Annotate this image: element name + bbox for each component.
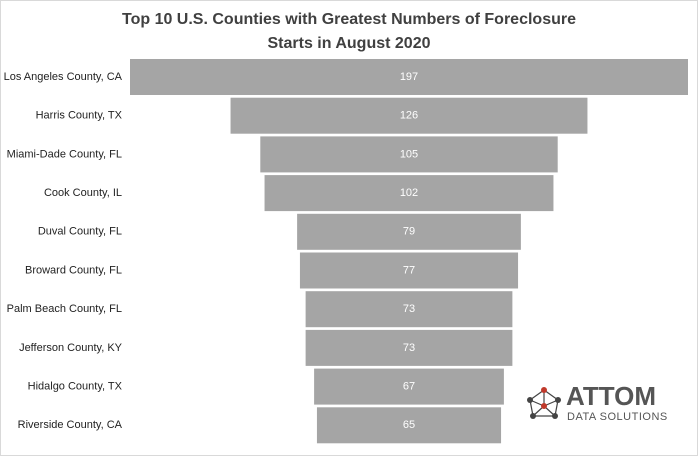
category-label: Jefferson County, KY [19,342,123,354]
bar [305,291,513,328]
category-label: Hidalgo County, TX [28,381,123,393]
value-label: 197 [400,71,418,83]
bar [264,175,554,212]
bar [230,97,588,134]
category-label: Duval County, FL [38,226,122,238]
bar [305,329,513,366]
category-label: Miami-Dade County, FL [7,148,122,160]
category-label: Cook County, IL [44,187,122,199]
logo-dot [555,397,561,403]
logo: ATTOM DATA SOLUTIONS [527,381,668,423]
logo-dot [552,413,558,419]
category-label: Broward County, FL [25,264,122,276]
category-label: Los Angeles County, CA [4,71,123,83]
logo-tagline: DATA SOLUTIONS [567,411,668,423]
chart-title: Top 10 U.S. Counties with Greatest Numbe… [122,11,576,28]
logo-name: ATTOM [566,381,656,411]
value-label: 73 [403,342,415,354]
bar [260,136,558,173]
value-label: 105 [400,148,418,160]
chart-title: Starts in August 2020 [267,35,430,52]
bar [316,407,502,444]
value-label: 126 [400,110,418,122]
logo-dot [541,387,547,393]
value-label: 77 [403,264,415,276]
logo-dot [527,397,533,403]
category-label: Palm Beach County, FL [7,303,122,315]
bar [314,368,504,405]
value-label: 67 [403,381,415,393]
value-label: 65 [403,419,415,431]
category-label: Harris County, TX [36,110,123,122]
bar [297,213,521,250]
logo-dot [541,403,547,409]
value-label: 73 [403,303,415,315]
bar [299,252,519,289]
logo-dot [530,413,536,419]
bar [130,59,688,95]
value-label: 102 [400,187,418,199]
category-label: Riverside County, CA [18,419,123,431]
value-label: 79 [403,226,415,238]
